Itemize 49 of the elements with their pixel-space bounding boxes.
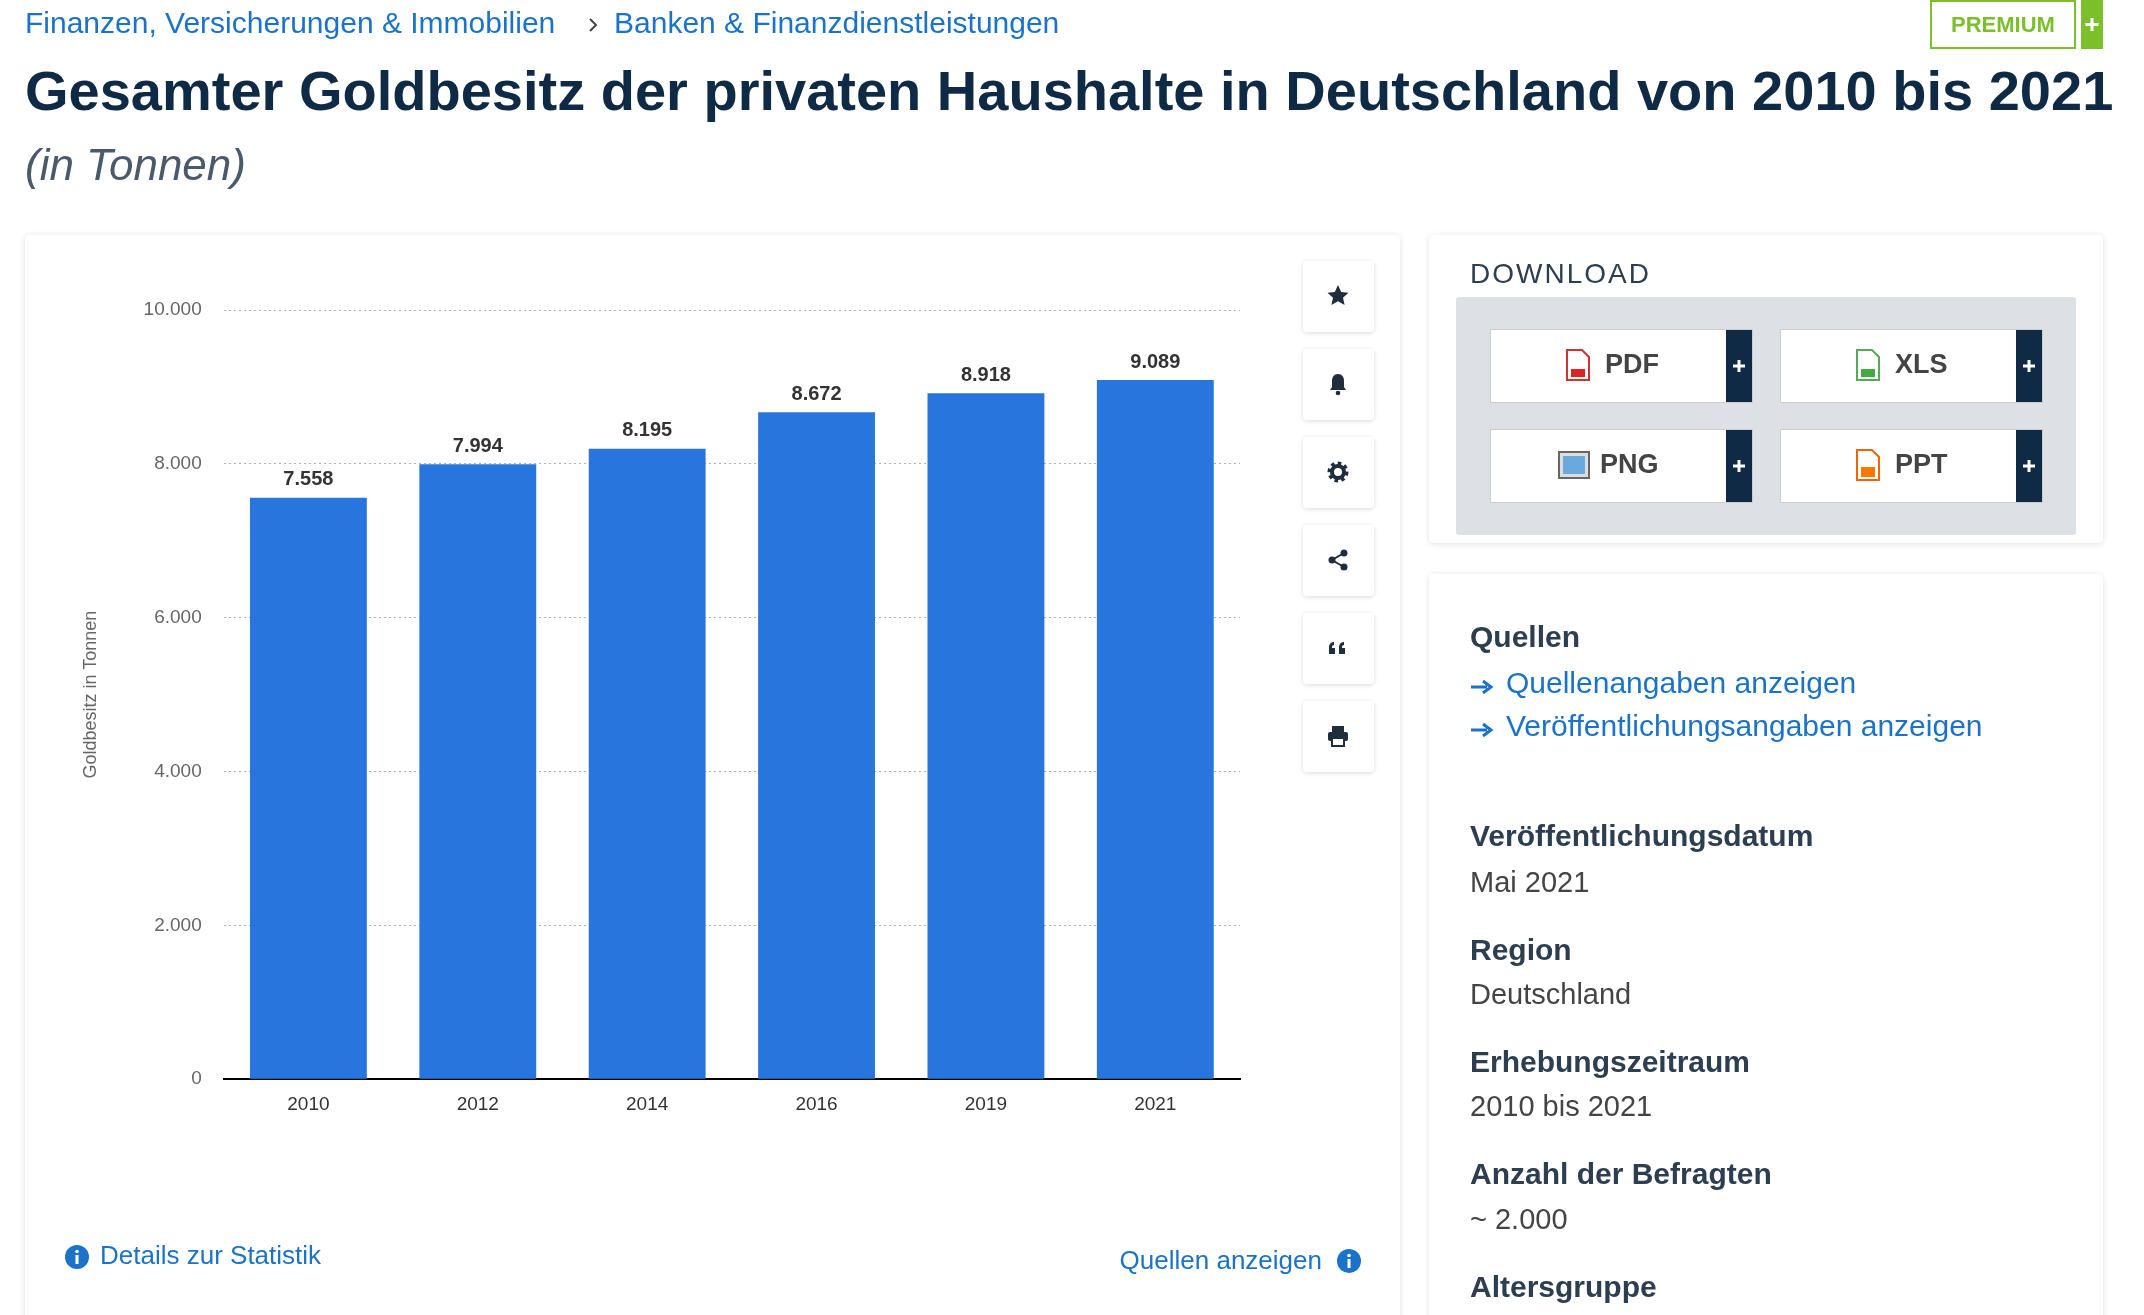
y-tick-label: 2.000 xyxy=(154,913,202,935)
x-tick-label: 2016 xyxy=(795,1092,838,1114)
chart-subtitle: (in Tonnen) xyxy=(25,140,246,190)
data-label: 9.089 xyxy=(1130,349,1181,372)
bar xyxy=(927,393,1045,1079)
text: Finanzen, Versicherungen & Immobilien xyxy=(25,6,556,40)
x-tick-label: 2019 xyxy=(964,1092,1008,1114)
data-label: 8.195 xyxy=(622,418,673,441)
bar xyxy=(588,448,706,1079)
text: Veröffentlichungsangaben anzeigen xyxy=(1506,709,1983,743)
x-tick-label: 2012 xyxy=(456,1092,499,1114)
data-label: 7.558 xyxy=(283,467,334,490)
bar xyxy=(1096,380,1214,1079)
y-axis-title: Goldbesitz in Tonnen xyxy=(79,610,100,779)
text: Deutschland xyxy=(1470,978,1632,1011)
text: Erhebungszeitraum xyxy=(1470,1045,1751,1079)
text: PPT xyxy=(1895,449,1948,480)
bar xyxy=(419,464,537,1079)
y-tick-label: 6.000 xyxy=(154,605,202,627)
text: Altersgruppe xyxy=(1470,1270,1657,1304)
text: DOWNLOAD xyxy=(1470,258,1651,290)
text: XLS xyxy=(1895,349,1948,380)
y-tick-label: 8.000 xyxy=(154,452,202,474)
bar xyxy=(249,497,367,1079)
chart-title: Gesamter Goldbesitz der privaten Haushalte in Deutschland von 2010 bis 2021 xyxy=(25,58,2114,123)
text: Mai 2021 xyxy=(1470,866,1590,899)
text: Quellenangaben anzeigen xyxy=(1506,666,1857,700)
x-tick-label: 2010 xyxy=(287,1092,330,1114)
bar xyxy=(758,412,875,1079)
y-tick-label: 4.000 xyxy=(154,759,202,781)
text: Details zur Statistik xyxy=(100,1240,322,1271)
data-label: 7.994 xyxy=(452,433,504,456)
text: Region xyxy=(1470,933,1572,967)
text: PREMIUM xyxy=(1930,0,2076,49)
x-tick-label: 2014 xyxy=(626,1092,669,1114)
data-label: 8.918 xyxy=(960,362,1011,385)
text: 2010 bis 2021 xyxy=(1470,1090,1653,1123)
text: Quellen xyxy=(1470,620,1581,654)
text: PDF xyxy=(1605,349,1659,380)
source-note: Quellen anzeigen xyxy=(1119,1245,1322,1276)
text: Banken & Finanzdienstleistungen xyxy=(614,6,1060,40)
text: ~ 2.000 xyxy=(1470,1203,1568,1236)
text: Anzahl der Befragten xyxy=(1470,1157,1772,1191)
data-label: 8.672 xyxy=(791,381,842,404)
text: Veröffentlichungsdatum xyxy=(1470,819,1814,853)
y-tick-label: 10.000 xyxy=(143,298,202,320)
y-tick-label: 0 xyxy=(191,1067,202,1089)
text: PNG xyxy=(1600,449,1659,480)
x-tick-label: 2021 xyxy=(1134,1092,1177,1114)
